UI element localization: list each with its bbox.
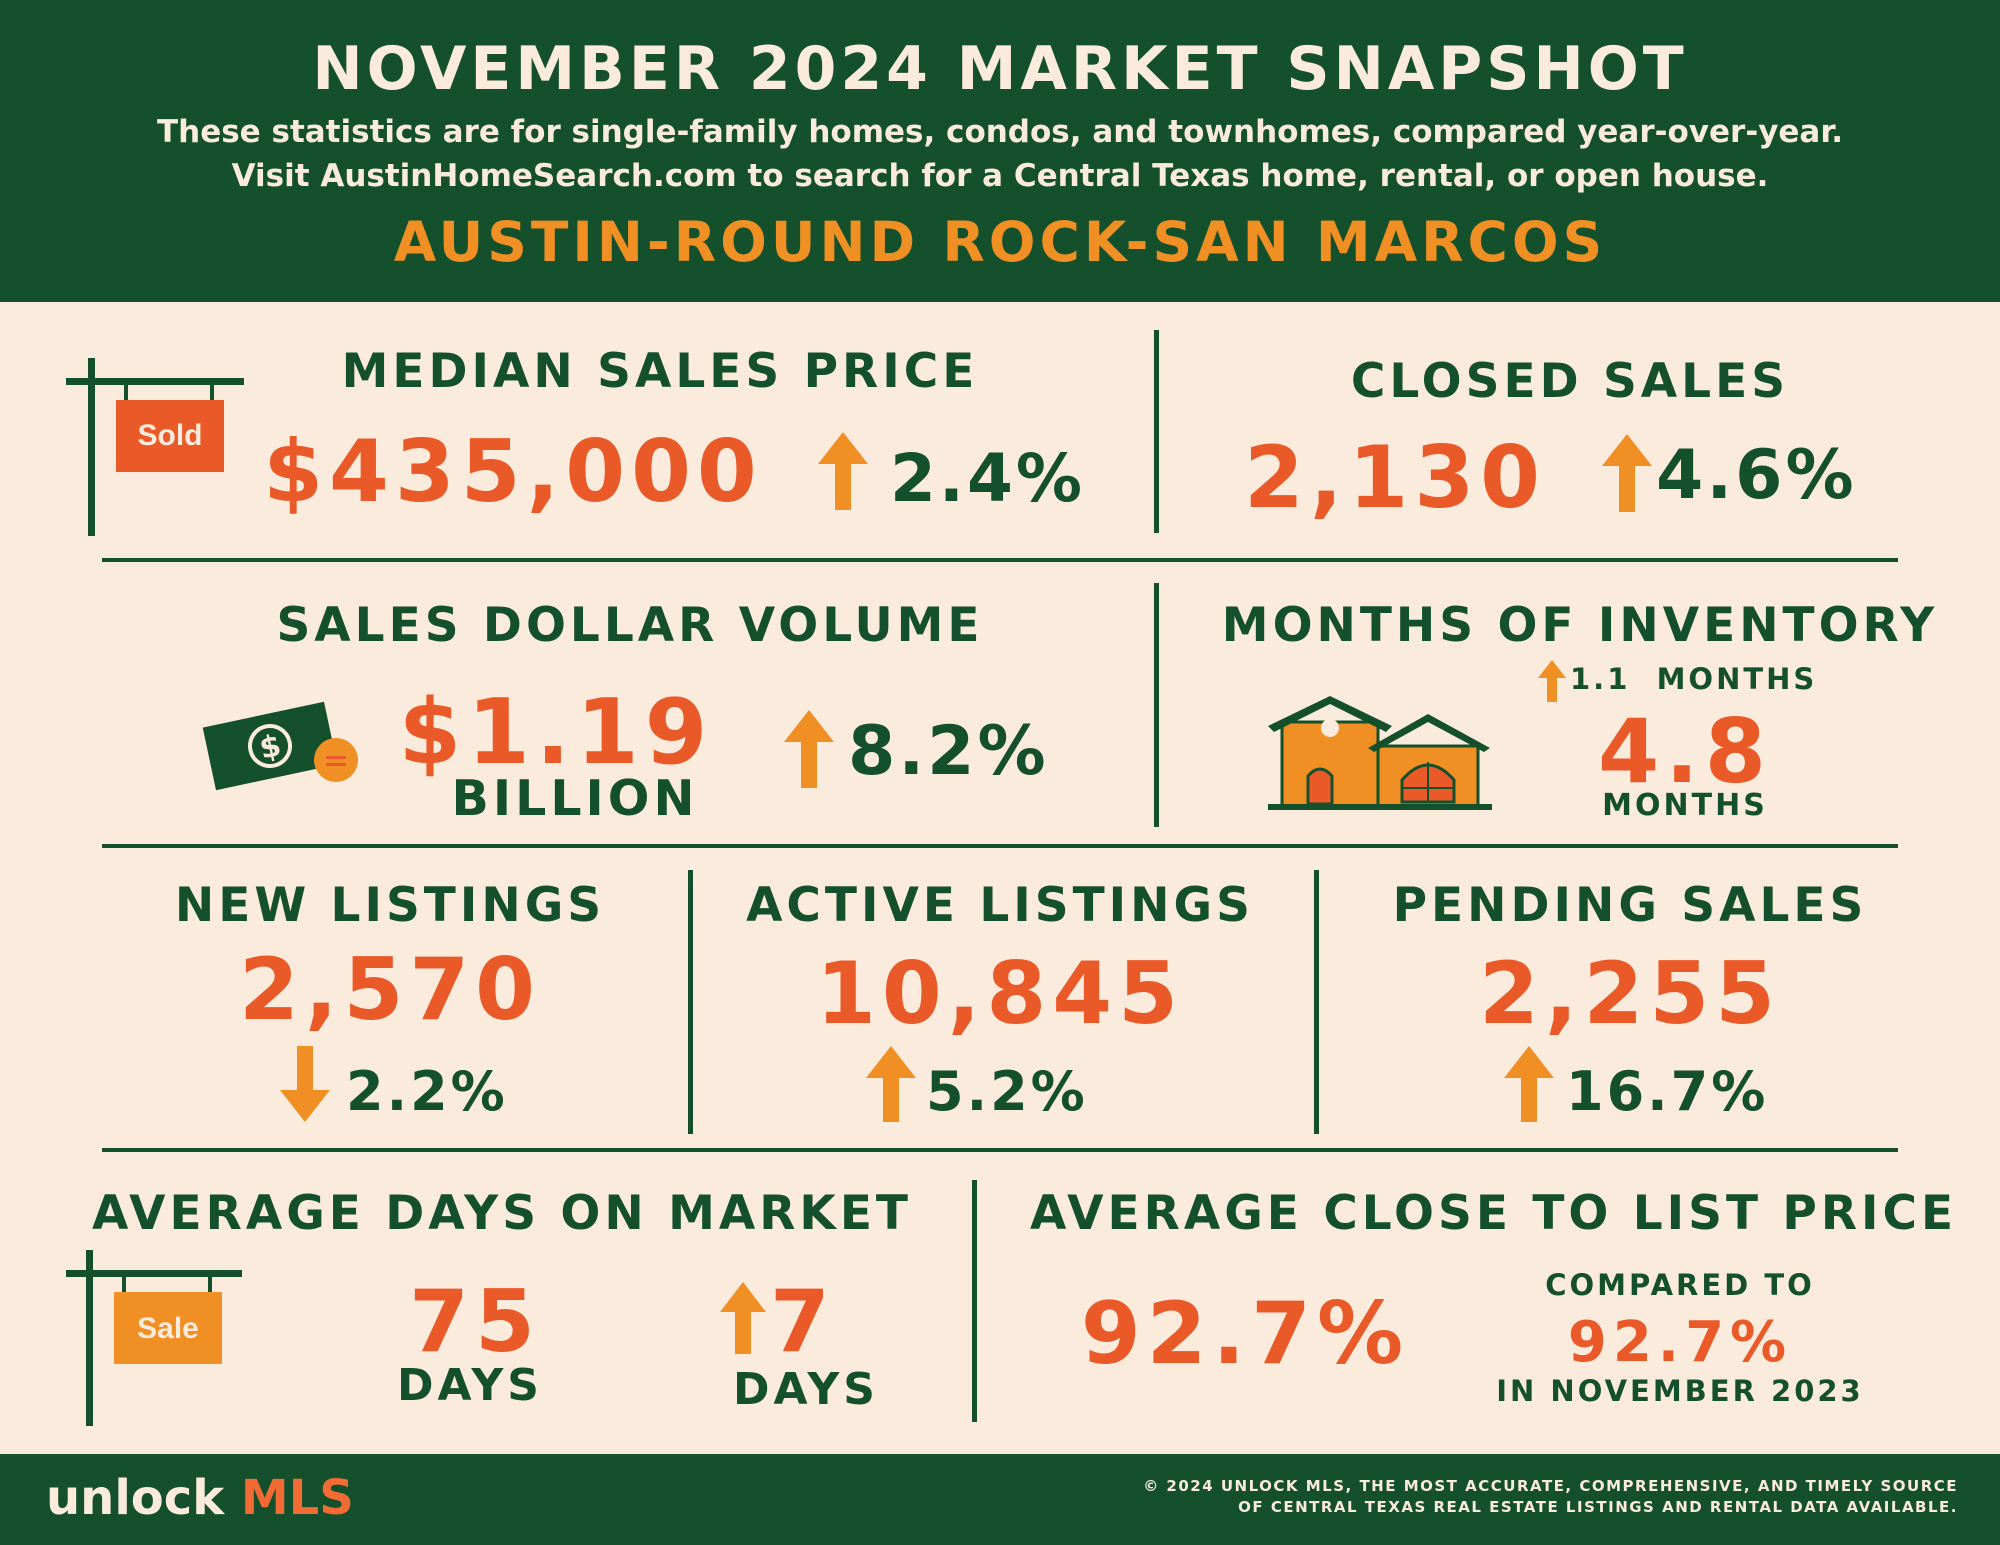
divider-vertical [972, 1180, 977, 1422]
money-icon: $ [202, 701, 358, 791]
median-sales-price-change: 2.4% [890, 440, 1086, 517]
arrow-up-icon [1602, 434, 1652, 512]
months-of-inventory-value: 4.8 [1598, 700, 1772, 803]
divider-horizontal [102, 558, 1898, 562]
days-on-market-unit: DAYS [397, 1360, 543, 1411]
days-on-market-change: 7 [770, 1272, 836, 1372]
new-listings-change: 2.2% [346, 1060, 508, 1123]
days-on-market-value: 75 [409, 1272, 541, 1372]
copyright-text: © 2024 UNLOCK MLS, THE MOST ACCURATE, CO… [1058, 1476, 1958, 1518]
divider-horizontal [102, 844, 1898, 848]
subtitle-line-1: These statistics are for single-family h… [156, 114, 1843, 150]
pending-sales-change: 16.7% [1566, 1060, 1769, 1123]
sales-dollar-volume-change: 8.2% [848, 712, 1049, 791]
compared-value: 92.7% [1567, 1310, 1793, 1375]
logo-word: unlock [46, 1470, 225, 1526]
divider-vertical [1154, 330, 1159, 533]
days-on-market-change-unit: DAYS [733, 1364, 879, 1415]
sales-dollar-volume-label: SALES DOLLAR VOLUME [276, 598, 984, 653]
arrow-up-icon [818, 432, 868, 510]
new-listings-label: NEW LISTINGS [174, 878, 606, 933]
close-to-list-label: AVERAGE CLOSE TO LIST PRICE [1030, 1186, 1958, 1241]
months-of-inventory-unit: MONTHS [1602, 788, 1768, 823]
unlock-mls-logo: unlock MLS [46, 1470, 354, 1526]
copyright-line-1: © 2024 UNLOCK MLS, THE MOST ACCURATE, CO… [1143, 1477, 1958, 1495]
months-of-inventory-label: MONTHS OF INVENTORY [1221, 598, 1939, 653]
page-title: NOVEMBER 2024 MARKET SNAPSHOT [312, 34, 1688, 104]
days-on-market-label: AVERAGE DAYS ON MARKET [92, 1186, 912, 1241]
active-listings-label: ACTIVE LISTINGS [746, 878, 1254, 933]
arrow-up-icon [1538, 660, 1566, 702]
active-listings-change: 5.2% [926, 1060, 1088, 1123]
compared-to-label: COMPARED TO [1545, 1268, 1815, 1302]
median-sales-price-label: MEDIAN SALES PRICE [341, 344, 979, 399]
closed-sales-label: CLOSED SALES [1350, 354, 1790, 409]
sales-dollar-volume-value: $1.19 [398, 680, 714, 785]
months-of-inventory-change: 1.1 MONTHS [1570, 662, 1818, 696]
arrow-up-icon [720, 1282, 766, 1354]
region-title: AUSTIN-ROUND ROCK-SAN MARCOS [393, 210, 1607, 274]
arrow-down-icon [280, 1046, 330, 1122]
footer-bar [0, 1454, 2000, 1545]
pending-sales-label: PENDING SALES [1392, 878, 1868, 933]
sale-sign-icon: Sale [66, 1250, 242, 1426]
compared-period: IN NOVEMBER 2023 [1496, 1374, 1864, 1408]
arrow-up-icon [866, 1046, 916, 1122]
sold-sign-icon: Sold [66, 358, 244, 536]
divider-vertical [1314, 870, 1319, 1134]
divider-horizontal [102, 1148, 1898, 1152]
divider-vertical [688, 870, 693, 1134]
subtitle-line-2: Visit AustinHomeSearch.com to search for… [231, 158, 1769, 194]
header-banner [0, 0, 2000, 302]
house-icon [1268, 696, 1492, 810]
median-sales-price-value: $435,000 [263, 422, 763, 522]
active-listings-value: 10,845 [816, 944, 1184, 1044]
copyright-line-2: OF CENTRAL TEXAS REAL ESTATE LISTINGS AN… [1238, 1498, 1958, 1516]
sales-dollar-volume-unit: BILLION [451, 770, 699, 827]
logo-accent: MLS [240, 1470, 354, 1526]
closed-sales-change: 4.6% [1656, 436, 1857, 515]
new-listings-value: 2,570 [238, 940, 542, 1040]
sale-sign-text: Sale [137, 1312, 199, 1345]
arrow-up-icon [1504, 1046, 1554, 1122]
closed-sales-value: 2,130 [1243, 428, 1547, 528]
arrow-up-icon [784, 710, 834, 788]
divider-vertical [1154, 583, 1159, 827]
pending-sales-value: 2,255 [1478, 944, 1782, 1044]
sold-sign-text: Sold [138, 419, 203, 452]
close-to-list-value: 92.7% [1080, 1284, 1410, 1384]
